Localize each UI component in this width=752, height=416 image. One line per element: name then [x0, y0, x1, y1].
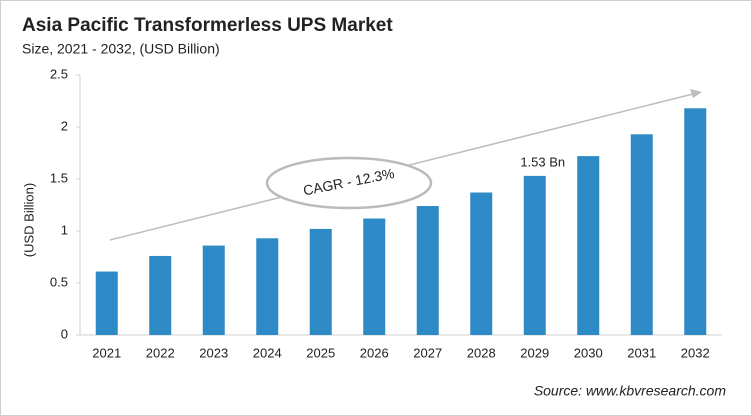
x-tick-label: 2025: [306, 345, 335, 360]
y-axis-label: (USD Billion): [21, 183, 36, 257]
source: Source: www.kbvresearch.com: [534, 383, 727, 399]
chart-subtitle: Size, 2021 - 2032, (USD Billion): [22, 41, 220, 57]
bar: [309, 228, 332, 335]
cagr-ellipse: [265, 156, 433, 210]
x-tick-label: 2023: [199, 345, 228, 360]
x-tick-label: 2031: [627, 345, 656, 360]
data-label: 1.53 Bn: [520, 154, 565, 169]
chart-title: Asia Pacific Transformerless UPS Market: [22, 15, 393, 36]
x-tick-label: 2027: [413, 345, 442, 360]
bar: [256, 238, 279, 335]
x-tick-label: 2030: [574, 345, 603, 360]
bar: [416, 206, 439, 335]
bar: [523, 175, 546, 335]
y-tick-label: 2: [61, 118, 68, 133]
bar: [630, 134, 653, 335]
x-tick-label: 2022: [146, 345, 175, 360]
y-tick-label: 1.5: [50, 170, 68, 185]
x-tick-label: 2026: [360, 345, 389, 360]
bar: [363, 218, 386, 335]
y-tick-label: 1: [61, 222, 68, 237]
y-tick-label: 0.5: [50, 274, 68, 289]
x-tick-label: 2032: [681, 345, 710, 360]
arrow-head: [690, 89, 702, 98]
y-tick-label: 0: [61, 326, 68, 341]
x-tick-label: 2021: [92, 345, 121, 360]
x-tick-label: 2024: [253, 345, 282, 360]
bar: [95, 271, 118, 335]
bar: [202, 245, 225, 335]
x-tick-label: 2029: [520, 345, 549, 360]
bar: [470, 192, 493, 335]
x-tick-label: 2028: [467, 345, 496, 360]
bar: [577, 156, 600, 335]
bar: [684, 108, 707, 335]
y-tick-label: 2.5: [50, 66, 68, 81]
bar: [149, 255, 172, 335]
